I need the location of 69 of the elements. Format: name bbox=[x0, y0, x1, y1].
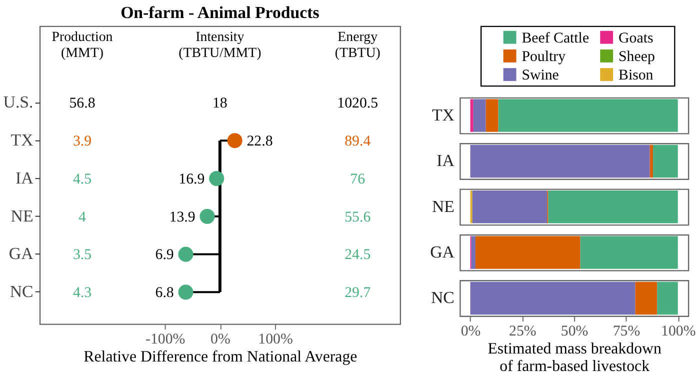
legend-label: Goats bbox=[618, 30, 654, 46]
bar bbox=[580, 236, 678, 269]
bar bbox=[650, 144, 653, 178]
x-tick-label: 0% bbox=[210, 331, 230, 348]
point bbox=[178, 246, 194, 262]
x-tick-label: 0% bbox=[460, 323, 481, 340]
annotation: 22.8 bbox=[246, 134, 273, 150]
legend-label: Beef Cattle bbox=[522, 30, 590, 46]
annotation: 56.8 bbox=[69, 96, 96, 112]
annotation: 76 bbox=[350, 171, 366, 188]
y-tick-label: TX bbox=[432, 105, 454, 124]
annotation: 1020.5 bbox=[337, 96, 378, 112]
legend-label: Sheep bbox=[618, 48, 655, 65]
legend-label: Swine bbox=[522, 68, 560, 84]
annotation: 4.5 bbox=[72, 171, 92, 188]
y-tick-label: NC bbox=[10, 282, 34, 302]
annotation: 55.6 bbox=[344, 209, 371, 226]
bar bbox=[498, 99, 678, 132]
annotation: 89.4 bbox=[344, 134, 372, 150]
x-axis-title: Relative Difference from National Average bbox=[84, 348, 358, 366]
bar bbox=[548, 190, 678, 224]
bar bbox=[475, 236, 580, 269]
x-tick-label: 25% bbox=[509, 323, 536, 340]
x-tick-label: -100% bbox=[145, 331, 186, 348]
x-tick-label: 100% bbox=[661, 323, 696, 340]
chart-title: On-farm - Animal Products bbox=[120, 3, 320, 22]
annotation: 6.8 bbox=[155, 285, 174, 302]
y-tick-label: GA bbox=[430, 242, 456, 262]
y-tick-label: IA bbox=[15, 168, 34, 188]
bar bbox=[486, 99, 498, 132]
bar bbox=[657, 282, 678, 315]
annotation: 29.7 bbox=[344, 285, 372, 302]
y-tick-label: NE bbox=[432, 196, 454, 216]
annotation: 6.9 bbox=[155, 247, 174, 264]
point bbox=[178, 284, 194, 300]
text: Intensity (TBTU/MMT) bbox=[178, 30, 262, 61]
point bbox=[200, 208, 215, 224]
x-tick-label: 100% bbox=[258, 331, 293, 348]
point bbox=[209, 170, 224, 186]
point bbox=[227, 133, 242, 148]
bar bbox=[652, 144, 678, 178]
y-tick-label: TX bbox=[10, 130, 34, 150]
annotation: 18 bbox=[212, 96, 228, 112]
x-axis-title: Estimated mass breakdown of farm-based livestock bbox=[488, 340, 662, 376]
legend-label: Poultry bbox=[522, 48, 566, 65]
legend-label: Bison bbox=[618, 68, 654, 84]
y-tick-label: GA bbox=[8, 244, 34, 264]
bar bbox=[470, 99, 474, 132]
y-tick-label: U.S. bbox=[3, 92, 34, 112]
text: Production (MMT) bbox=[52, 30, 113, 61]
annotation: 16.9 bbox=[178, 171, 205, 188]
annotation: 3.5 bbox=[72, 247, 92, 264]
x-tick-label: 50% bbox=[560, 323, 588, 340]
y-tick-label: NC bbox=[431, 288, 454, 308]
annotation: 3.9 bbox=[72, 134, 92, 150]
annotation: 4 bbox=[78, 209, 87, 226]
annotation: 24.5 bbox=[344, 247, 371, 264]
bar bbox=[635, 282, 658, 315]
bar bbox=[472, 190, 548, 224]
bar bbox=[473, 99, 486, 132]
bar bbox=[470, 282, 636, 315]
text: Energy (TBTU) bbox=[334, 30, 381, 61]
annotation: 4.3 bbox=[72, 285, 92, 302]
bar bbox=[470, 144, 650, 178]
annotation: 13.9 bbox=[169, 209, 196, 226]
bar bbox=[471, 236, 476, 269]
y-tick-label: IA bbox=[436, 151, 456, 170]
y-tick-label: NE bbox=[10, 206, 34, 226]
x-tick-label: 75% bbox=[612, 323, 640, 340]
